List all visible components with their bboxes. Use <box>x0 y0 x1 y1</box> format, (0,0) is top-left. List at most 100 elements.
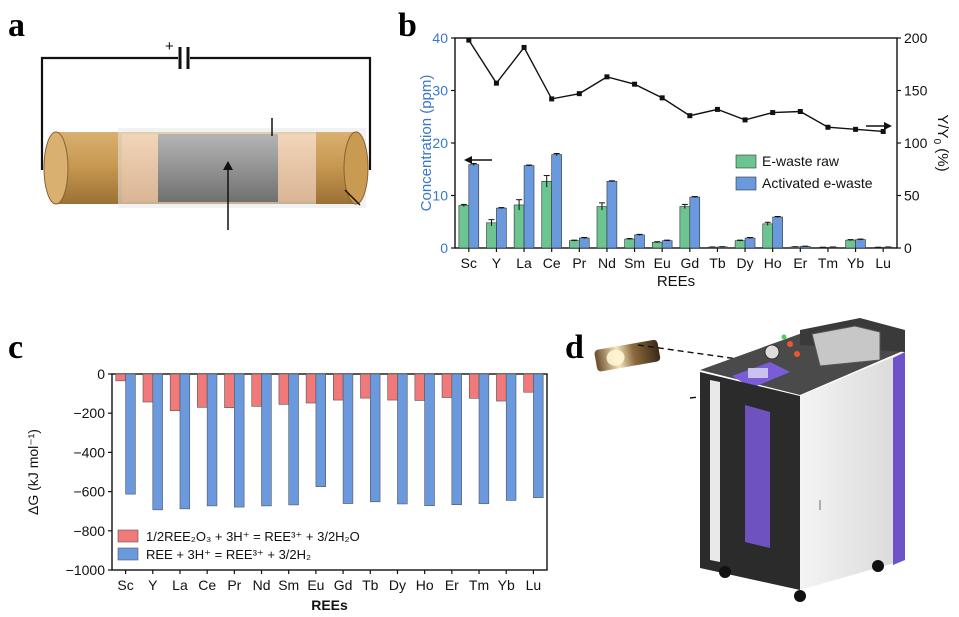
x-tick-label-b: Yb <box>847 255 864 271</box>
bar-c-metal <box>206 373 218 507</box>
x-tick-label-b: Lu <box>875 255 891 271</box>
y2-tick-label-b: 0 <box>904 240 912 256</box>
bar-c-metal <box>451 373 462 506</box>
y-tick-label-b: 10 <box>432 188 448 204</box>
x-tick-label-c: Ce <box>198 577 216 593</box>
cabinet-front-vent <box>745 405 770 548</box>
ratio-point-b <box>797 109 803 114</box>
bar-c-metal <box>533 373 544 498</box>
y-tick-label-c: 0 <box>97 366 105 382</box>
x-tick-label-c: Sm <box>278 577 299 593</box>
bar-b-raw <box>845 239 856 249</box>
bar-c-oxide <box>169 373 181 411</box>
capacitor-plus-sign: + <box>165 38 174 55</box>
bar-c-oxide <box>333 373 344 401</box>
graphite-electrodes <box>158 134 280 202</box>
bar-c-metal <box>424 373 435 507</box>
x-tick-label-c: Gd <box>334 577 353 593</box>
bar-b-raw <box>541 181 552 249</box>
vial-leader-top <box>637 344 746 361</box>
y2-tick-label-b: 100 <box>904 135 928 151</box>
bar-c-metal <box>125 373 136 495</box>
x-tick-label-b: Er <box>793 255 807 271</box>
x-tick-label-c: Eu <box>307 577 324 593</box>
panel-letter-a: a <box>8 7 25 44</box>
x-tick-label-b: Tm <box>818 255 838 271</box>
graphite-peach-right <box>278 134 318 202</box>
bar-c-metal <box>397 373 408 505</box>
bar-b-raw <box>569 240 580 249</box>
powder-arrowhead <box>223 161 233 170</box>
bar-c-oxide <box>197 373 208 408</box>
ratio-point-b <box>687 113 693 119</box>
ratio-point-b <box>880 128 886 134</box>
x-axis-label-b: REEs <box>657 273 695 290</box>
y-tick-label-c: −200 <box>73 405 105 421</box>
x-tick-label-b: Ce <box>543 255 561 271</box>
plot-frame-c <box>111 373 548 571</box>
legend-swatch-c <box>117 529 139 543</box>
bar-b-activated <box>579 237 590 249</box>
bar-b-raw <box>513 204 525 249</box>
panel-letter-b: b <box>398 7 417 44</box>
bar-c-metal <box>315 373 326 487</box>
x-tick-label-b: Tb <box>709 255 726 271</box>
legend-label-c: 1/2REE₂O₃ + 3H⁺ = REE³⁺ + 3/2H₂O <box>146 529 360 544</box>
x-tick-label-c: Er <box>445 577 459 593</box>
y2-tick-label-b: 50 <box>904 188 920 204</box>
bar-b-raw <box>458 205 470 249</box>
x-tick-label-c: Sc <box>117 577 133 593</box>
x-tick-label-b: Y <box>492 255 502 271</box>
ratio-point-b <box>604 74 610 80</box>
graphite-peach-left <box>122 134 162 202</box>
bar-c-oxide <box>360 373 371 399</box>
y-tick-label-b: 0 <box>440 240 448 256</box>
cabinet-side-stripe <box>893 352 905 565</box>
x-tick-label-b: Dy <box>737 255 754 271</box>
bar-c-oxide <box>387 373 398 401</box>
y2-axis-label-b: Y/Y0 (%) <box>931 114 951 171</box>
bar-b-raw <box>596 206 608 249</box>
bar-b-activated <box>468 164 480 249</box>
cabinet-front-left-trim <box>710 380 720 562</box>
ratio-point-b <box>659 95 665 101</box>
bar-c-metal <box>261 373 272 507</box>
x-tick-label-b: Eu <box>654 255 671 271</box>
bar-b-raw <box>486 222 497 249</box>
bar-b-raw <box>651 241 663 249</box>
cu-pointer <box>344 189 361 206</box>
ratio-point-b <box>576 91 582 97</box>
cu-electrode-start <box>43 131 69 205</box>
bar-c-metal <box>342 373 354 504</box>
y-tick-label-c: −600 <box>73 484 105 500</box>
panel-letter-c: c <box>8 329 23 366</box>
sample-vial <box>594 339 661 372</box>
x-tick-label-c: Nd <box>253 577 271 593</box>
legend-swatch-b <box>735 176 757 191</box>
bar-b-activated <box>661 240 673 249</box>
indicator-light-red <box>787 341 793 347</box>
bar-b-activated <box>606 181 618 249</box>
x-tick-label-b: Sc <box>461 255 477 271</box>
bar-c-oxide <box>523 373 534 393</box>
bar-b-raw <box>624 238 635 249</box>
panel-letter-d: d <box>565 329 584 366</box>
wheel-front-left <box>719 566 731 578</box>
ratio-line-b <box>468 39 884 133</box>
bar-c-oxide <box>278 373 290 405</box>
bar-c-oxide <box>305 373 317 404</box>
ratio-point-b <box>549 96 555 102</box>
bar-b-activated <box>634 234 645 249</box>
panel-c: c 0 −200 −400 −600 −800 −1000 ΔG (kJ mol⁻¹) Sc Y… <box>8 329 548 613</box>
bar-c-oxide <box>251 373 262 407</box>
bar-c-oxide <box>496 373 507 402</box>
y-tick-label-b: 30 <box>432 83 448 99</box>
bar-c-metal <box>478 373 490 505</box>
y-axis-label-b: Concentration (ppm) <box>418 75 435 212</box>
pressure-gauge <box>764 344 780 360</box>
x-tick-label-c: Lu <box>526 577 542 593</box>
panel-d: d <box>565 318 905 602</box>
panel-a: a + <box>8 7 372 230</box>
x-tick-label-c: Y <box>148 577 158 593</box>
y-tick-label-c: −400 <box>73 444 105 460</box>
